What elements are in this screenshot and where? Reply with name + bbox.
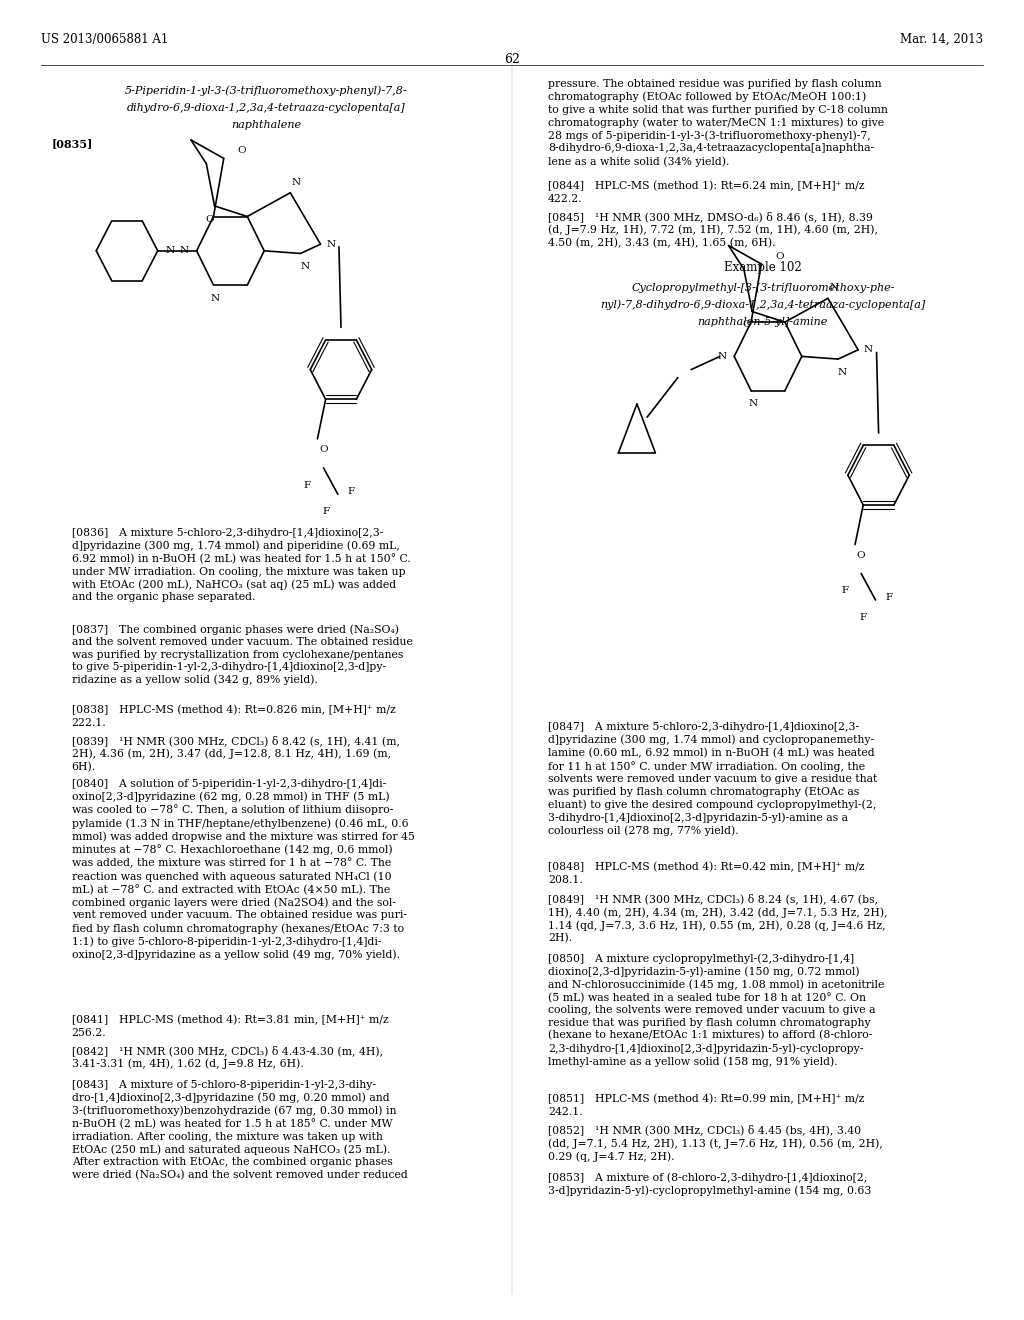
Text: [0843] A mixture of 5-chloro-8-piperidin-1-yl-2,3-dihy-
dro-[1,4]dioxino[2,3-d]p: [0843] A mixture of 5-chloro-8-piperidin… (72, 1080, 408, 1180)
Text: [0836] A mixture 5-chloro-2,3-dihydro-[1,4]dioxino[2,3-
d]pyridazine (300 mg, 1.: [0836] A mixture 5-chloro-2,3-dihydro-[1… (72, 528, 411, 602)
Text: N: N (749, 400, 758, 408)
Text: Cyclopropylmethyl-[3-(3-trifluoromethoxy-phe-: Cyclopropylmethyl-[3-(3-trifluoromethoxy… (631, 282, 895, 293)
Text: [0853] A mixture of (8-chloro-2,3-dihydro-[1,4]dioxino[2,
3-d]pyridazin-5-yl)-cy: [0853] A mixture of (8-chloro-2,3-dihydr… (548, 1172, 871, 1196)
Text: F: F (304, 480, 310, 490)
Text: [0851] HPLC-MS (method 4): Rt=0.99 min, [M+H]⁺ m/z
242.1.: [0851] HPLC-MS (method 4): Rt=0.99 min, … (548, 1094, 864, 1117)
Text: N: N (180, 247, 188, 255)
Text: N: N (166, 247, 174, 255)
Text: [0839] ¹H NMR (300 MHz, CDCl₃) δ 8.42 (s, 1H), 4.41 (m,
2H), 4.36 (m, 2H), 3.47 : [0839] ¹H NMR (300 MHz, CDCl₃) δ 8.42 (s… (72, 735, 399, 772)
Text: O: O (205, 215, 214, 223)
Text: O: O (857, 550, 865, 560)
Text: F: F (842, 586, 848, 595)
Text: [0847] A mixture 5-chloro-2,3-dihydro-[1,4]dioxino[2,3-
d]pyridazine (300 mg, 1.: [0847] A mixture 5-chloro-2,3-dihydro-[1… (548, 722, 878, 837)
Text: N: N (864, 346, 872, 354)
Text: [0837] The combined organic phases were dried (Na₂SO₄)
and the solvent removed u: [0837] The combined organic phases were … (72, 624, 413, 685)
Text: N: N (718, 352, 726, 360)
Text: O: O (319, 445, 328, 454)
Text: [0850] A mixture cyclopropylmethyl-(2,3-dihydro-[1,4]
dioxino[2,3-d]pyridazin-5-: [0850] A mixture cyclopropylmethyl-(2,3-… (548, 953, 884, 1067)
Text: N: N (292, 178, 301, 186)
Text: naphthalene: naphthalene (231, 120, 301, 131)
Text: [0848] HPLC-MS (method 4): Rt=0.42 min, [M+H]⁺ m/z
208.1.: [0848] HPLC-MS (method 4): Rt=0.42 min, … (548, 862, 864, 884)
Text: N: N (327, 240, 335, 248)
Text: dihydro-6,9-dioxa-1,2,3a,4-tetraaza-cyclopenta[a]: dihydro-6,9-dioxa-1,2,3a,4-tetraaza-cycl… (127, 103, 406, 114)
Text: pressure. The obtained residue was purified by flash column
chromatography (EtOA: pressure. The obtained residue was purif… (548, 79, 888, 166)
Text: [0849] ¹H NMR (300 MHz, CDCl₃) δ 8.24 (s, 1H), 4.67 (bs,
1H), 4.40 (m, 2H), 4.34: [0849] ¹H NMR (300 MHz, CDCl₃) δ 8.24 (s… (548, 894, 888, 944)
Text: [0842] ¹H NMR (300 MHz, CDCl₃) δ 4.43-4.30 (m, 4H),
3.41-3.31 (m, 4H), 1.62 (d, : [0842] ¹H NMR (300 MHz, CDCl₃) δ 4.43-4.… (72, 1045, 383, 1069)
Text: N: N (300, 263, 309, 271)
Text: [0840] A solution of 5-piperidin-1-yl-2,3-dihydro-[1,4]di-
oxino[2,3-d]pyridazin: [0840] A solution of 5-piperidin-1-yl-2,… (72, 779, 415, 960)
Text: N: N (838, 368, 847, 376)
Text: 5-Piperidin-1-yl-3-(3-trifluoromethoxy-phenyl)-7,8-: 5-Piperidin-1-yl-3-(3-trifluoromethoxy-p… (125, 86, 408, 96)
Text: F: F (323, 507, 329, 516)
Text: N: N (211, 294, 220, 302)
Text: [0841] HPLC-MS (method 4): Rt=3.81 min, [M+H]⁺ m/z
256.2.: [0841] HPLC-MS (method 4): Rt=3.81 min, … (72, 1015, 388, 1038)
Text: Example 102: Example 102 (724, 261, 802, 275)
Text: O: O (775, 252, 784, 260)
Text: US 2013/0065881 A1: US 2013/0065881 A1 (41, 33, 168, 46)
Text: naphthalen-5-yl]-amine: naphthalen-5-yl]-amine (697, 317, 828, 327)
Text: [0852] ¹H NMR (300 MHz, CDCl₃) δ 4.45 (bs, 4H), 3.40
(dd, J=7.1, 5.4 Hz, 2H), 1.: [0852] ¹H NMR (300 MHz, CDCl₃) δ 4.45 (b… (548, 1125, 883, 1162)
Text: [0838] HPLC-MS (method 4): Rt=0.826 min, [M+H]⁺ m/z
222.1.: [0838] HPLC-MS (method 4): Rt=0.826 min,… (72, 705, 395, 727)
Text: O: O (742, 321, 752, 329)
Text: [0835]: [0835] (51, 139, 92, 149)
Text: nyl)-7,8-dihydro-6,9-dioxa-1,2,3a,4-tetraaza-cyclopenta[a]: nyl)-7,8-dihydro-6,9-dioxa-1,2,3a,4-tetr… (600, 300, 926, 310)
Text: 62: 62 (504, 53, 520, 66)
Text: [0844] HPLC-MS (method 1): Rt=6.24 min, [M+H]⁺ m/z
422.2.: [0844] HPLC-MS (method 1): Rt=6.24 min, … (548, 181, 864, 203)
Text: O: O (238, 147, 247, 154)
Text: F: F (860, 612, 866, 622)
Text: [0845] ¹H NMR (300 MHz, DMSO-d₆) δ 8.46 (s, 1H), 8.39
(d, J=7.9 Hz, 1H), 7.72 (m: [0845] ¹H NMR (300 MHz, DMSO-d₆) δ 8.46 … (548, 211, 878, 248)
Text: Mar. 14, 2013: Mar. 14, 2013 (900, 33, 983, 46)
Text: F: F (348, 487, 354, 496)
Text: F: F (886, 593, 892, 602)
Text: N: N (829, 284, 839, 292)
